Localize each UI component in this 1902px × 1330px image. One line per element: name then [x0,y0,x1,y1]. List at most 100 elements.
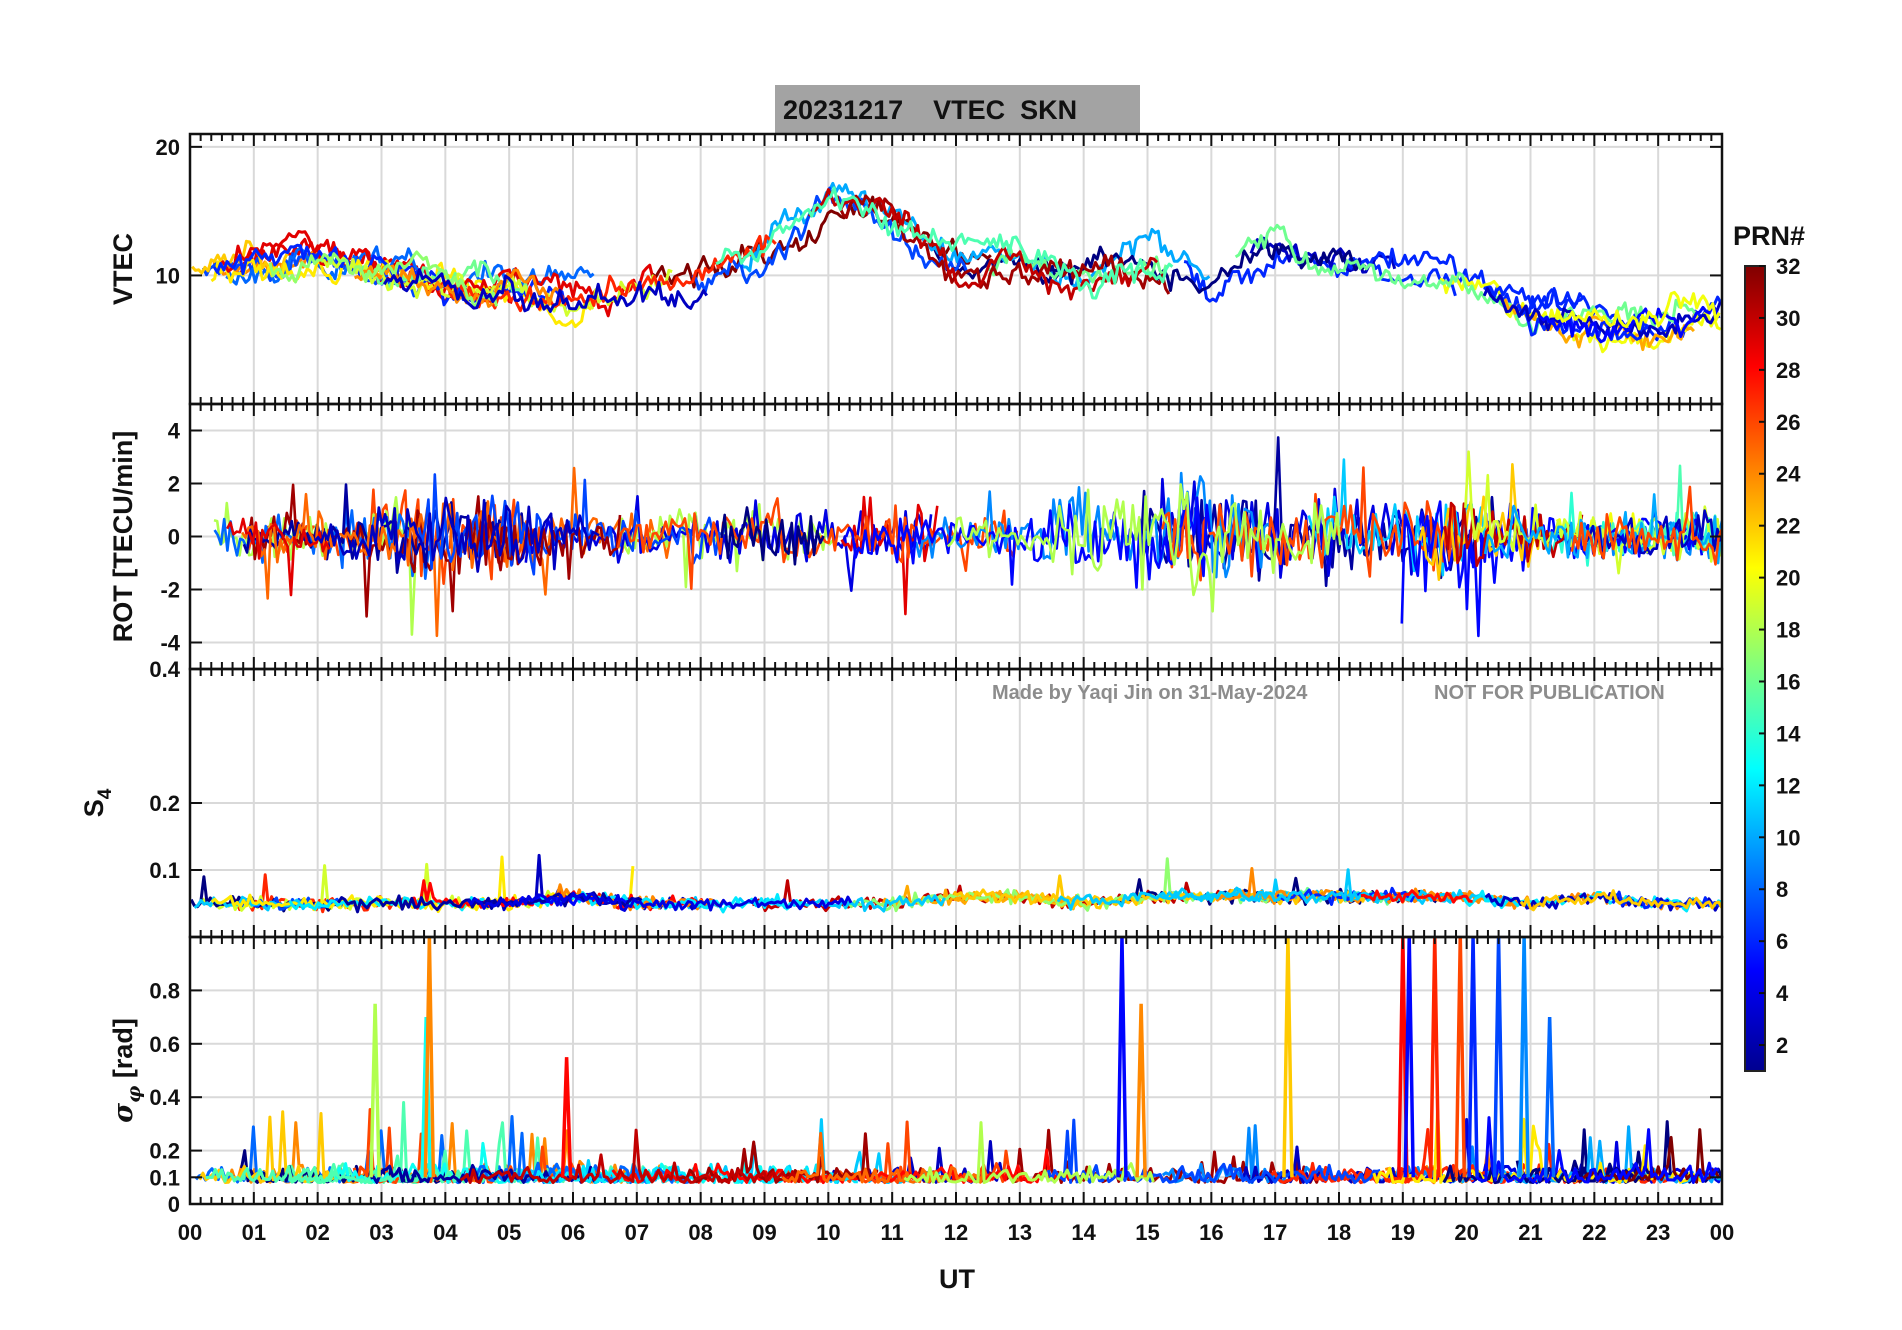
colorbar-tick-label: 30 [1776,306,1800,331]
trace-prn-1 [720,506,825,566]
y-tick-label: 20 [156,135,180,160]
x-tick-label: 03 [369,1220,393,1245]
trace-prn-25 [781,1131,989,1184]
trace-prn-27 [1318,1128,1478,1185]
trace-prn-5 [1539,303,1721,344]
trace-prn-7 [691,186,969,294]
x-tick-label: 13 [1008,1220,1032,1245]
frame-layer [188,132,1724,1206]
sigma-spike-prn-28 [560,1057,573,1178]
trace-prn-18 [946,483,1342,613]
y-tick-label: -2 [160,578,180,603]
x-tick-label: 07 [625,1220,649,1245]
trace-prn-11 [1159,868,1506,908]
x-axis-label: UT [939,1264,975,1294]
colorbar-tick-label: 32 [1776,254,1800,279]
x-tick-label: 20 [1454,1220,1478,1245]
chart-title: 20231217 VTEC SKN [783,95,1077,125]
x-tick-label: 10 [816,1220,840,1245]
trace-prn-1 [1442,1164,1656,1185]
trace-prn-28 [1360,889,1473,904]
y-tick-label: 0.6 [149,1032,180,1057]
trace-prn-26 [1570,485,1722,566]
colorbar-label: PRN# [1733,221,1805,251]
x-tick-label: 14 [1071,1220,1096,1245]
x-tick-label: 15 [1135,1220,1159,1245]
sigma-spike-prn-27 [1429,937,1441,1178]
x-tick-label: 21 [1518,1220,1542,1245]
x-tick-label: 06 [561,1220,585,1245]
colorbar-tick-label: 6 [1776,929,1788,954]
trace-prn-17 [268,250,498,309]
y-tick-label: 0.4 [149,1085,180,1110]
sigma-spike-prn-26 [1454,937,1467,1178]
colorbar-tick-label: 10 [1776,825,1800,850]
colorbar-tick-label: 26 [1776,410,1800,435]
sigma-spike-prn-5 [1116,937,1128,1178]
panel-traces-sigma_phi [194,937,1722,1185]
colorbar-tick-label: 12 [1776,773,1800,798]
sigma-spike-prn-18 [369,1003,381,1178]
trace-prn-15 [715,186,1174,300]
y-axis-label: VTEC [108,233,138,305]
x-tick-label: 00 [178,1220,202,1245]
title-box [775,85,1140,135]
y-tick-label: 0.1 [149,858,180,883]
panel-traces-vtec [191,181,1722,354]
y-tick-label: 10 [156,263,180,288]
colorbar-tick-label: 4 [1776,981,1789,1006]
sigma-spike-prn-7 [1492,937,1505,1178]
trace-prn-18 [903,1121,1155,1184]
trace-prn-3 [1585,509,1722,559]
sigma-spike-prn-22 [1282,937,1294,1178]
sigma-spike-prn-9 [1518,937,1530,1178]
x-tick-label: 08 [688,1220,712,1245]
y-axis-label: S4 [79,788,116,817]
trace-prn-30 [459,1128,804,1185]
x-tick-label: 18 [1327,1220,1351,1245]
colorbar-tick-label: 18 [1776,618,1800,643]
trace-prn-24 [353,264,560,308]
trace-prn-30 [1443,501,1584,568]
x-tick-label: 23 [1646,1220,1670,1245]
y-tick-label: 2 [168,472,180,497]
colorbar-tick-label: 2 [1776,1033,1788,1058]
panel-traces-s4 [190,853,1722,914]
x-tick-label: 17 [1263,1220,1287,1245]
trace-prn-3 [313,496,600,573]
trace-prn-5 [1475,1116,1720,1184]
sigma-spike-prn-6 [1467,937,1479,1178]
y-tick-label: 0.2 [149,791,180,816]
x-tick-label: 02 [305,1220,329,1245]
y-axis-label-subscript: 4 [95,788,116,799]
watermark-author: Made by Yaqi Jin on 31-May-2024 [992,682,1308,704]
sigma-spike-prn-13 [420,1017,432,1178]
x-tick-label: 09 [752,1220,776,1245]
trace-prn-3 [383,268,708,313]
colorbar-tick-label: 20 [1776,566,1800,591]
trace-prn-3 [1482,286,1722,338]
y-tick-label: 4 [168,419,181,444]
trace-prn-22 [954,874,1368,910]
x-tick-label: 11 [881,1220,904,1245]
trace-prn-6 [1483,283,1585,311]
trace-prn-1 [1035,236,1367,294]
y-tick-label: 0.1 [149,1165,180,1190]
colorbar-tick-label: 24 [1776,462,1801,487]
sigma-spike-prn-24 [423,937,436,1178]
trace-prn-16 [1234,223,1697,335]
colorbar-tick-label: 14 [1776,721,1801,746]
x-tick-label: 19 [1391,1220,1415,1245]
sigma-spike-prn-5 [1403,937,1415,1178]
y-axis-label: σφ [rad] [108,1018,145,1123]
colorbar-tick-label: 8 [1776,877,1788,902]
sigma-spike-prn-8 [1543,1017,1556,1178]
data-layer [190,181,1722,1185]
panel-traces-rot [213,436,1722,638]
trace-prn-20 [1555,290,1721,331]
y-tick-label: 0 [168,525,180,550]
colorbar-tick-label: 28 [1776,358,1800,383]
